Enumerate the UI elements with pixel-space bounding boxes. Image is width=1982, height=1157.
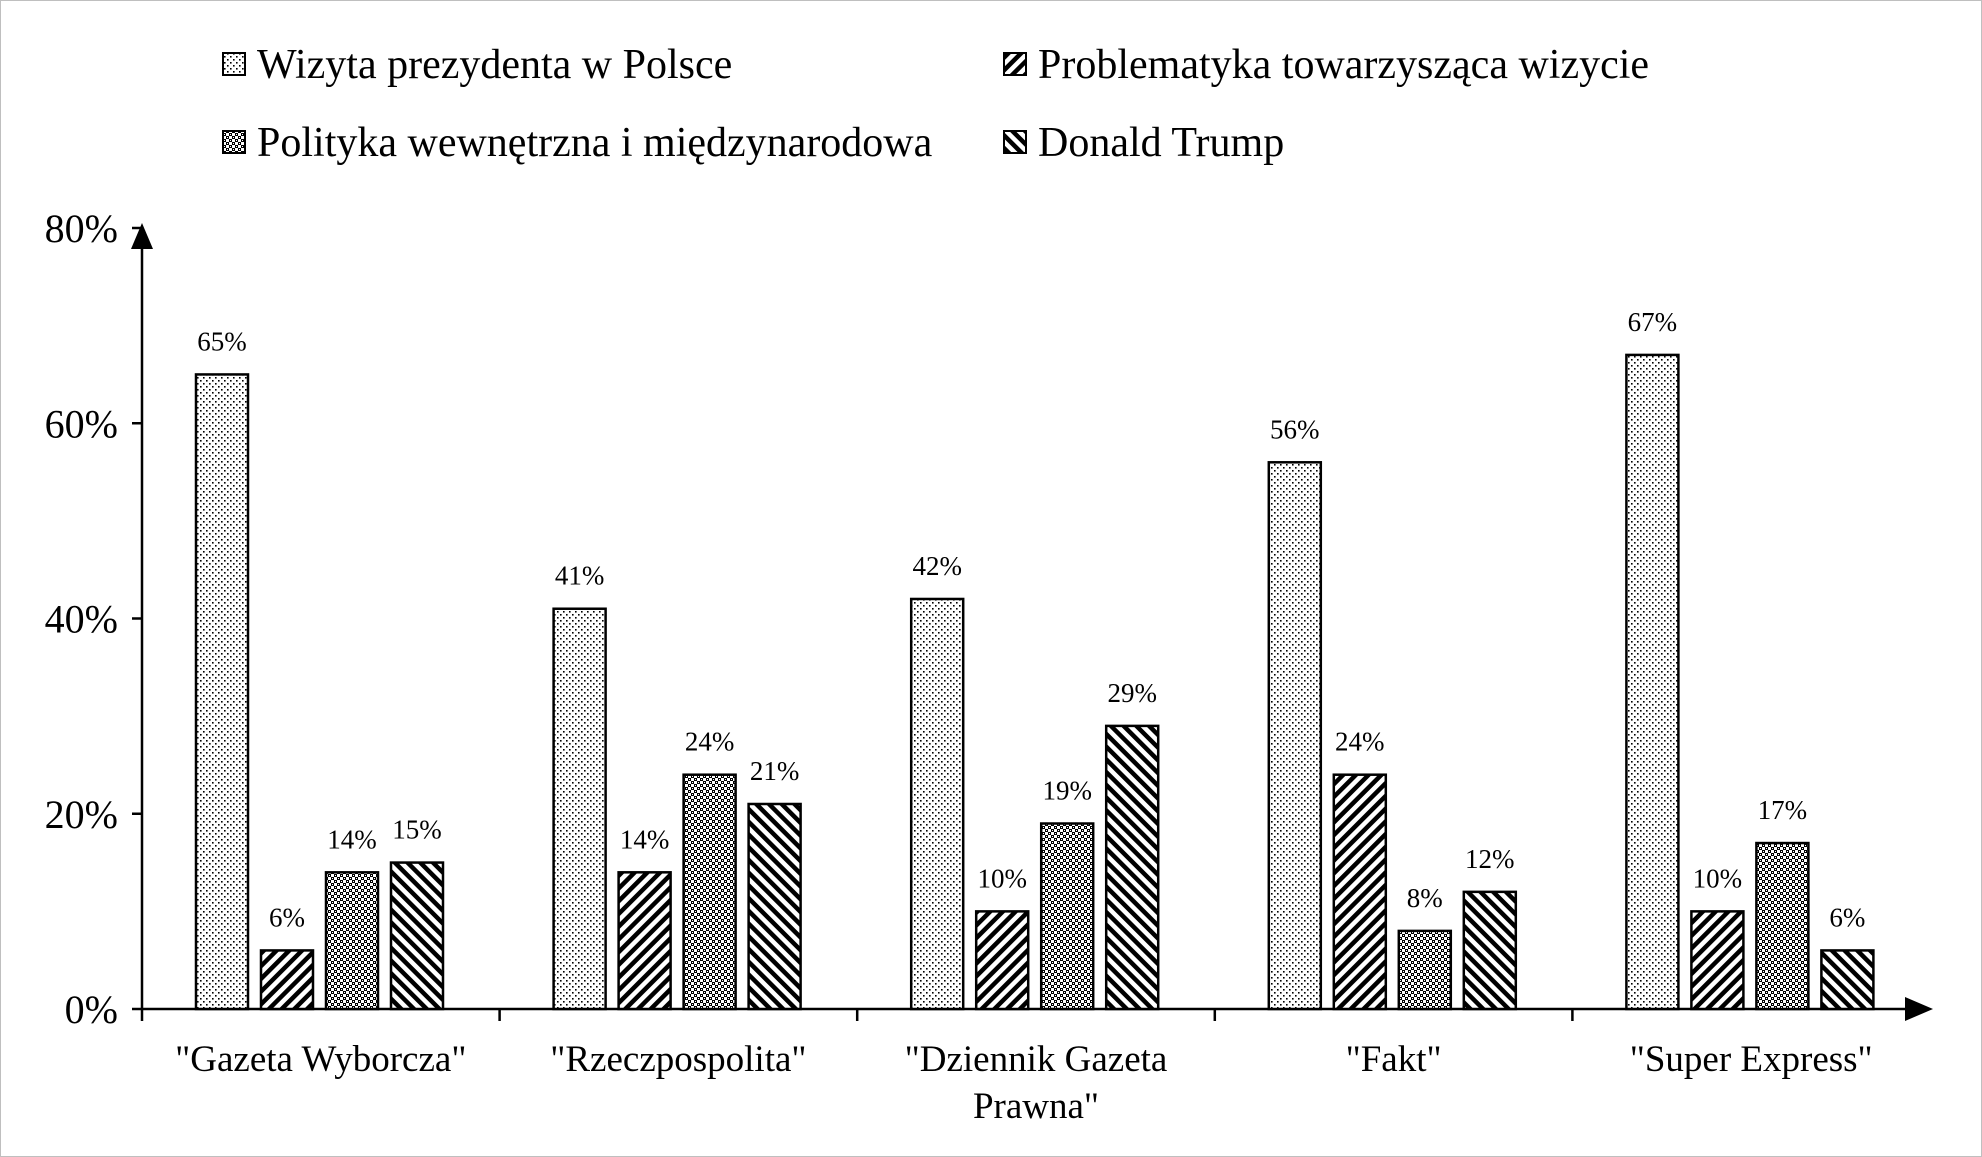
bar-problematyka-towarzysz-ca-wizycie-2 [974,910,1030,1011]
y-tick-label: 60% [45,401,118,446]
category-label: "Fakt" [1346,1039,1442,1080]
data-label: 24% [685,727,735,757]
bar-wizyta-prezydenta-w-polsce-3 [1267,461,1323,1011]
category-label: "Rzeczpospolita" [550,1039,806,1080]
bar-polityka-wewn-trzna-i-mi-dzynarodowa-3 [1397,929,1453,1011]
x-axis-arrow [1905,997,1933,1021]
category-label: Prawna" [973,1086,1099,1127]
data-label: 6% [269,902,305,932]
bar-problematyka-towarzysz-ca-wizycie-4 [1690,910,1745,1011]
y-tick-label: 20% [45,792,118,837]
data-label: 42% [912,551,962,581]
category-label: "Gazeta Wyborcza" [175,1039,466,1080]
bar-wizyta-prezydenta-w-polsce-4 [1625,353,1680,1011]
bar-problematyka-towarzysz-ca-wizycie-1 [617,871,672,1011]
data-label: 14% [327,824,377,854]
category-label: "Dziennik Gazeta [905,1039,1168,1080]
data-label: 24% [1335,727,1385,757]
data-label: 65% [197,326,247,356]
data-label: 15% [392,815,442,845]
bar-wizyta-prezydenta-w-polsce-1 [552,607,607,1011]
bar-donald-trump-3 [1462,890,1518,1011]
bar-donald-trump-2 [1104,724,1160,1011]
legend: Wizyta prezydenta w Polsce Problematyka t… [222,42,1649,166]
data-label: 41% [555,561,605,591]
y-tick-label: 0% [65,987,118,1032]
y-axis-arrow [131,223,153,249]
data-label: 29% [1107,678,1157,708]
labels: 0% 20% 40% 60% 80% 65% 6% 14% 15% "Gazeta Wyborcz… [45,206,1873,1127]
legend-label: Problematyka towarzysząca wizycie [1038,42,1649,88]
data-label: 21% [750,756,800,786]
bar-polityka-wewn-trzna-i-mi-dzynarodowa-0 [324,871,380,1011]
category-label: "Super Express" [1630,1039,1873,1080]
legend-label: Polityka wewnętrzna i międzynarodowa [257,120,933,166]
bar-polityka-wewn-trzna-i-mi-dzynarodowa-4 [1755,841,1810,1011]
data-label: 8% [1407,883,1443,913]
data-label: 17% [1758,795,1808,825]
bar-donald-trump-1 [747,802,802,1011]
data-label: 56% [1270,414,1320,444]
data-label: 6% [1829,902,1865,932]
bar-polityka-wewn-trzna-i-mi-dzynarodowa-2 [1039,822,1095,1011]
bar-polityka-wewn-trzna-i-mi-dzynarodowa-1 [682,773,737,1011]
bar-problematyka-towarzysz-ca-wizycie-0 [259,949,315,1011]
legend-label: Wizyta prezydenta w Polsce [257,42,732,88]
data-label: 10% [977,863,1027,893]
bar-problematyka-towarzysz-ca-wizycie-3 [1332,773,1388,1011]
legend-swatch-donald-trump [1003,130,1027,154]
data-label: 67% [1628,307,1678,337]
legend-swatch-wizyta-prezydenta-w-polsce [222,52,246,76]
legend-swatch-polityka-wewn-trzna-i-mi-dzynarodowa [222,130,246,154]
data-label: 12% [1465,844,1515,874]
bar-donald-trump-0 [389,861,445,1011]
legend-swatch-problematyka-towarzysz-ca-wizycie [1003,52,1027,76]
y-tick-label: 80% [45,206,118,251]
data-label: 10% [1693,863,1743,893]
data-label: 14% [620,824,670,854]
y-tick-label: 40% [45,597,118,642]
data-label: 19% [1042,776,1092,806]
legend-label: Donald Trump [1038,120,1284,166]
bars [194,353,1875,1011]
bar-wizyta-prezydenta-w-polsce-2 [909,597,965,1011]
bar-wizyta-prezydenta-w-polsce-0 [194,373,250,1011]
bar-donald-trump-4 [1820,949,1875,1011]
